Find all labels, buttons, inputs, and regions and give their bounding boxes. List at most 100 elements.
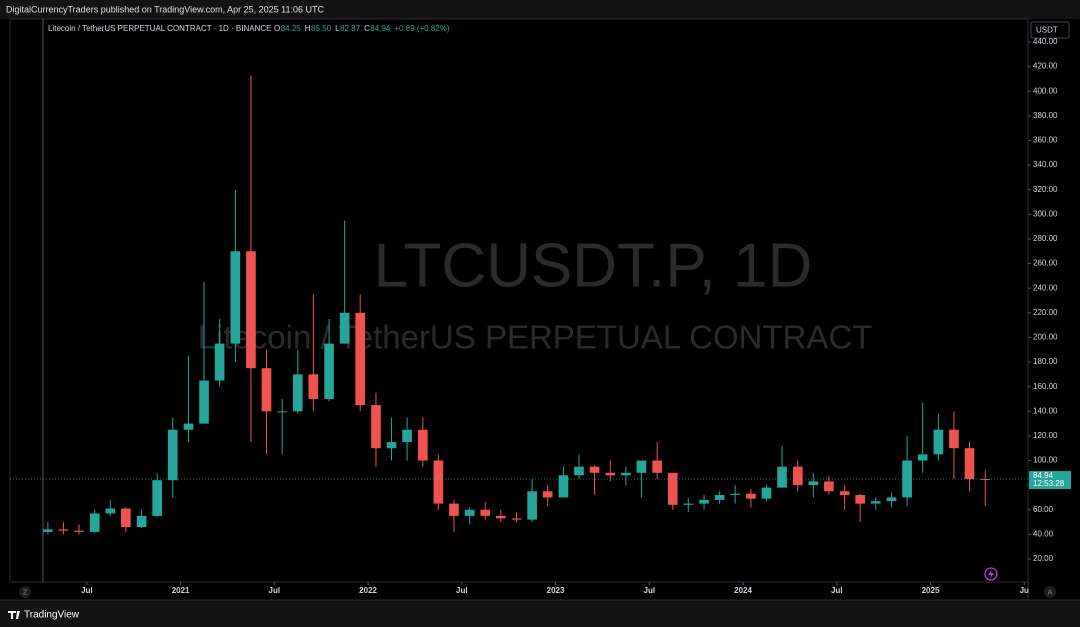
watermark: LTCUSDT.P, 1D — [374, 231, 813, 300]
ohlc-letter: C — [364, 24, 370, 33]
y-tick-label: 420.00 — [1033, 62, 1058, 71]
candle-body — [636, 460, 647, 473]
y-tick-label: 400.00 — [1033, 86, 1058, 95]
candle-body — [152, 480, 162, 516]
candle-body — [714, 494, 725, 500]
candle-body — [261, 368, 272, 412]
flash-icon[interactable] — [984, 567, 998, 581]
currency-button[interactable] — [1030, 21, 1070, 39]
candle-body — [199, 380, 209, 424]
x-tick-label: 2023 — [547, 586, 565, 595]
candle-body — [667, 472, 678, 505]
candle-body — [292, 374, 303, 412]
candle-body — [495, 515, 506, 519]
x-tick-label: Jul — [644, 586, 656, 595]
x-tick-label: Jul — [831, 586, 843, 595]
x-tick-label: 2021 — [172, 586, 190, 595]
candle-body — [870, 501, 881, 504]
candle-body — [464, 509, 475, 516]
ohlc-value: 84.25 — [281, 24, 302, 33]
x-tick-label: 2025 — [922, 586, 940, 595]
candle-body — [43, 529, 53, 532]
candle-body — [824, 481, 834, 492]
legend-title: Litecoin / TetherUS PERPETUAL CONTRACT ·… — [48, 24, 271, 33]
y-tick-label: 340.00 — [1033, 160, 1058, 169]
y-tick-label: 180.00 — [1033, 357, 1058, 366]
ohlc-letter: O — [274, 24, 280, 33]
change: +0.69 (+0.82%) — [394, 24, 449, 33]
candle-body — [355, 312, 366, 406]
candle-body — [605, 472, 616, 476]
candle-body — [418, 429, 428, 461]
candle-body — [308, 374, 319, 399]
candle-body — [339, 312, 350, 344]
ohlc-value: 82.87 — [340, 24, 361, 33]
flash-bolt — [988, 569, 994, 579]
x-tick-label: Ju — [1020, 586, 1029, 595]
top-bar — [0, 0, 1080, 19]
brand-logo — [8, 611, 20, 619]
x-tick-label: Jul — [81, 586, 93, 595]
ohlc-letter: L — [335, 24, 340, 33]
candle-body — [246, 251, 256, 369]
y-tick-label: 280.00 — [1033, 234, 1058, 243]
y-tick-label: 140.00 — [1033, 406, 1058, 415]
candle-body — [652, 460, 662, 473]
candle-body — [58, 529, 69, 531]
candle-body — [371, 405, 381, 449]
candle-body — [839, 491, 850, 495]
candle-body — [277, 411, 288, 413]
candle-body — [917, 454, 928, 461]
y-tick-label: 360.00 — [1033, 136, 1058, 145]
candle-body — [746, 493, 756, 499]
candle-body — [949, 429, 959, 449]
candle-body — [542, 491, 553, 498]
candle-body — [761, 487, 772, 499]
candle-body — [449, 503, 459, 516]
brand: TradingView — [24, 610, 80, 621]
candle-body — [214, 343, 225, 381]
a-button[interactable] — [1044, 586, 1056, 598]
x-tick-label: Jul — [269, 586, 281, 595]
y-tick-label: 320.00 — [1033, 185, 1058, 194]
z-button[interactable] — [19, 586, 31, 598]
last-price-label: 84.94 — [1033, 471, 1054, 480]
ohlc-legend: O 84.25 H 85.50 L 82.87 C 84.94 +0.69 (+0.82%) — [274, 24, 450, 33]
candle-body — [121, 508, 131, 527]
ohlc-value: 84.94 — [370, 24, 391, 33]
candle-body — [855, 494, 866, 504]
candle-body — [386, 442, 397, 449]
y-tick-label: 100.00 — [1033, 456, 1058, 465]
y-tick-label: 240.00 — [1033, 283, 1058, 292]
candle-body — [511, 518, 522, 520]
y-tick-label: 40.00 — [1033, 529, 1054, 538]
candle-body — [980, 478, 991, 480]
candle-body — [433, 460, 444, 504]
candle-body — [558, 475, 569, 498]
candle-body — [777, 466, 787, 488]
watermark-subtitle: Litecoin / TetherUS PERPETUAL CONTRACT — [198, 319, 873, 356]
candle-body — [527, 491, 537, 520]
countdown: 12:53:28 — [1033, 479, 1065, 488]
candle-body — [480, 509, 491, 516]
plot-area — [9, 18, 1029, 583]
y-tick-label: 380.00 — [1033, 111, 1058, 120]
candle-body — [230, 251, 241, 344]
z-label[interactable]: Z — [23, 589, 28, 596]
candle-body — [621, 472, 631, 476]
x-tick-label: 2024 — [734, 586, 752, 595]
last-price-tag — [1029, 471, 1071, 490]
candle-body — [183, 423, 194, 430]
a-label[interactable]: A — [1048, 589, 1053, 596]
y-tick-label: 20.00 — [1033, 554, 1054, 563]
candle-body — [683, 503, 694, 505]
candle-body — [105, 508, 116, 514]
y-tick-label: 120.00 — [1033, 431, 1058, 440]
x-tick-label: 2022 — [359, 586, 377, 595]
currency[interactable]: USDT — [1036, 26, 1058, 35]
candle-body — [402, 429, 412, 443]
candle-body — [74, 530, 84, 532]
x-tick-label: Jul — [456, 586, 468, 595]
